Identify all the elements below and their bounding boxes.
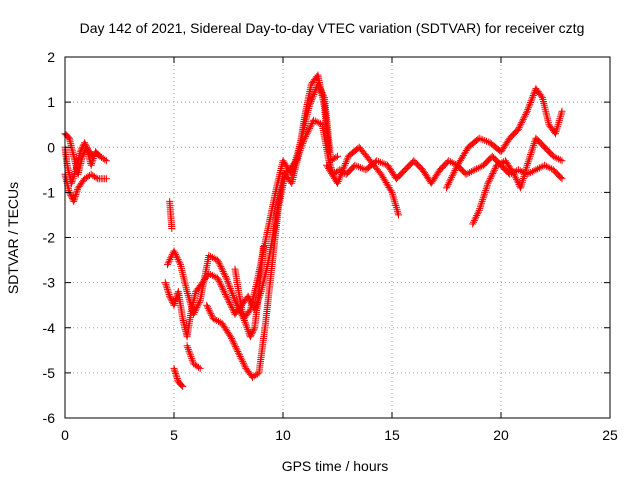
series-arc-13 — [469, 134, 566, 228]
x-tick-label: 15 — [384, 427, 400, 443]
y-tick-label: 0 — [47, 139, 55, 155]
series-markers — [469, 134, 566, 228]
series-markers — [323, 143, 402, 219]
series-arc-4 — [166, 197, 176, 232]
series-markers — [231, 243, 267, 341]
y-tick-label: -4 — [43, 320, 56, 336]
x-tick-label: 25 — [602, 427, 618, 443]
y-tick-label: -6 — [43, 410, 56, 426]
y-tick-label: 2 — [47, 49, 55, 65]
series-arc-7 — [170, 364, 187, 390]
series-markers — [183, 342, 204, 372]
chart-title: Day 142 of 2021, Sidereal Day-to-day VTE… — [80, 20, 585, 36]
series-arc-9 — [203, 71, 333, 381]
x-tick-label: 0 — [61, 427, 69, 443]
series-markers — [443, 85, 566, 192]
series-arc-10 — [231, 243, 267, 341]
series-markers — [203, 71, 333, 381]
y-tick-label: 1 — [47, 94, 55, 110]
y-axis-label: SDTVAR / TECUs — [5, 182, 21, 294]
series-markers — [164, 80, 341, 323]
series-arc-12 — [443, 85, 566, 192]
series-markers — [170, 364, 187, 390]
x-tick-label: 20 — [493, 427, 509, 443]
series-markers — [166, 197, 176, 232]
y-tick-label: -1 — [43, 184, 56, 200]
x-tick-label: 5 — [170, 427, 178, 443]
series-arc-6 — [164, 80, 341, 323]
x-tick-label: 10 — [275, 427, 291, 443]
series-arc-8 — [183, 342, 204, 372]
data-points — [61, 71, 566, 390]
y-tick-label: -3 — [43, 275, 56, 291]
x-axis-label: GPS time / hours — [282, 458, 389, 474]
axis-ticks: 0 5 10 15 20 25 -6 -5 -4 -3 -2 -1 0 1 2 — [43, 49, 618, 443]
series-arc-11 — [323, 143, 402, 219]
y-tick-label: -2 — [43, 230, 56, 246]
grid-lines — [65, 57, 610, 418]
y-tick-label: -5 — [43, 365, 56, 381]
